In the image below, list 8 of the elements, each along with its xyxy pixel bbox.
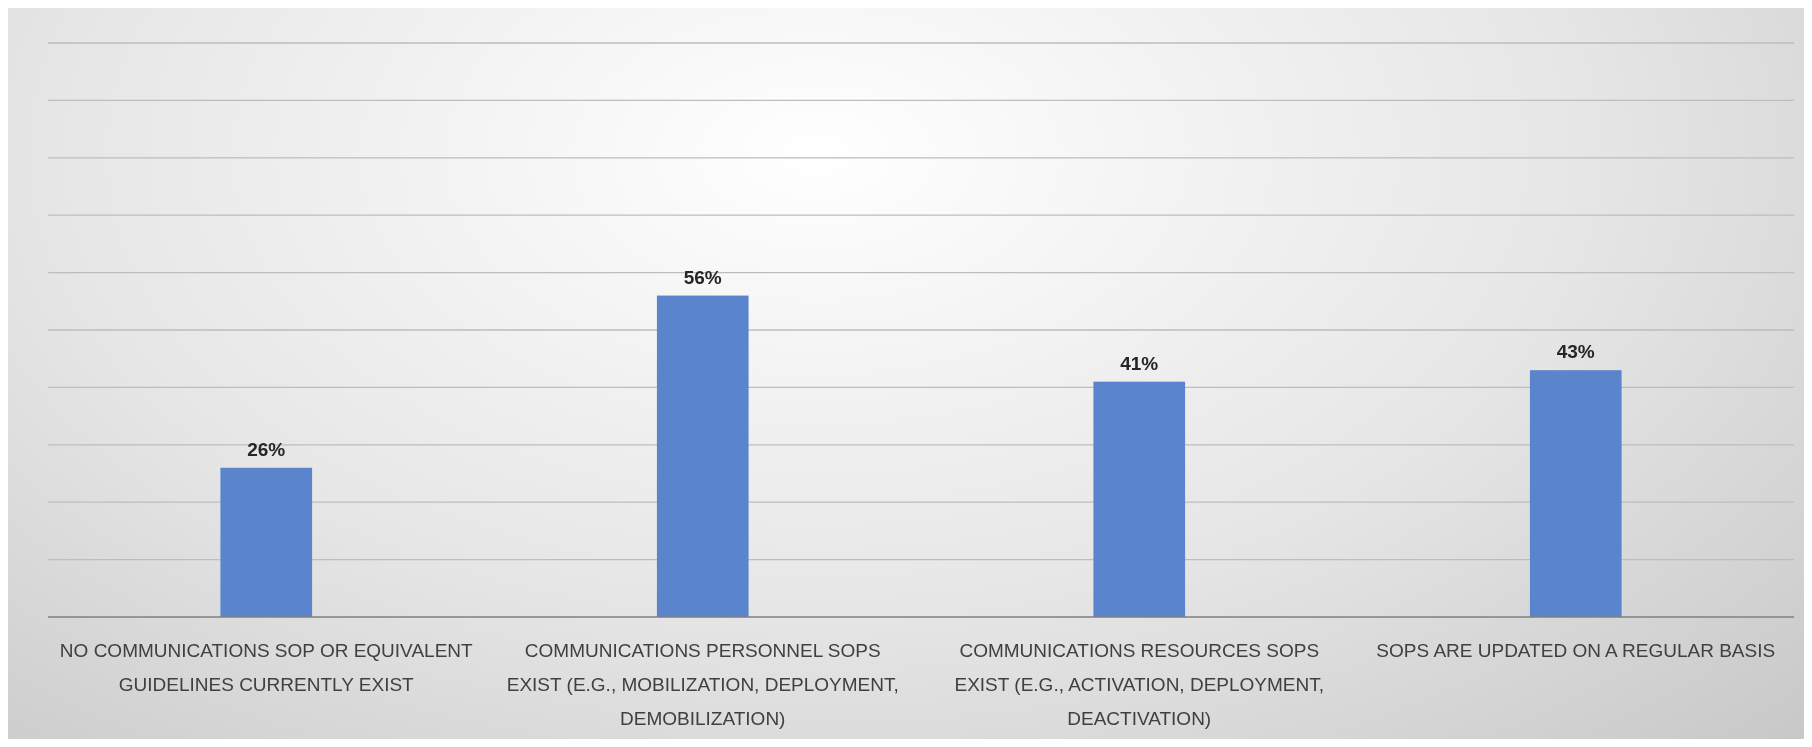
- x-tick-label: COMMUNICATIONS RESOURCES SOPS EXIST (E.G., ACTIVATION, DEPLOYMENT, DEACTIVATION): [954, 640, 1325, 729]
- data-label: 41%: [1120, 352, 1159, 374]
- data-label: 56%: [683, 266, 722, 288]
- x-tick-label: SOPS ARE UPDATED ON A REGULAR BASIS: [1376, 640, 1776, 661]
- x-tick-label: NO COMMUNICATIONS SOP OR EQUIVALENT GUIDELINES CURRENTLY EXIST: [59, 640, 474, 695]
- data-label: 43%: [1556, 341, 1595, 363]
- x-tick-label: COMMUNICATIONS PERSONNEL SOPS EXIST (E.G., MOBILIZATION, DEPLOYMENT, DEMOBILIZATION): [506, 640, 899, 729]
- data-label: 26%: [247, 438, 286, 460]
